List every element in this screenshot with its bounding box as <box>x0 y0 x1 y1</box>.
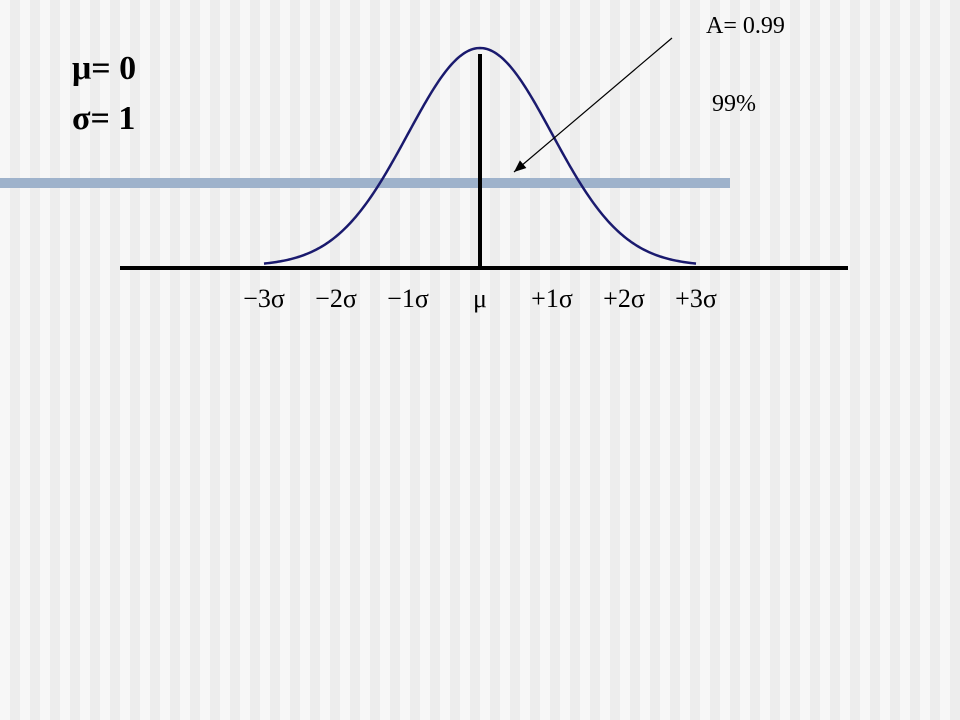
x-axis-tick-labels: −3σ −2σ −1σ μ +1σ +2σ +3σ <box>243 284 717 313</box>
tick-label: μ <box>473 284 487 313</box>
annotation-arrow-line <box>513 37 673 173</box>
normal-curve <box>263 46 697 265</box>
area-annotation: A= 0.99 <box>706 13 785 39</box>
horizontal-highlight-band <box>0 178 730 188</box>
tick-label: +3σ <box>675 284 717 313</box>
tick-label: −2σ <box>315 284 357 313</box>
tick-label: −3σ <box>243 284 285 313</box>
tick-label: +1σ <box>531 284 573 313</box>
annotation-arrow-head <box>514 160 527 172</box>
std-parameter-label: σ= 1 <box>72 100 136 137</box>
tick-label: −1σ <box>387 284 429 313</box>
tick-label: +2σ <box>603 284 645 313</box>
percent-annotation: 99% <box>712 91 756 117</box>
mean-parameter-label: μ= 0 <box>72 50 137 87</box>
